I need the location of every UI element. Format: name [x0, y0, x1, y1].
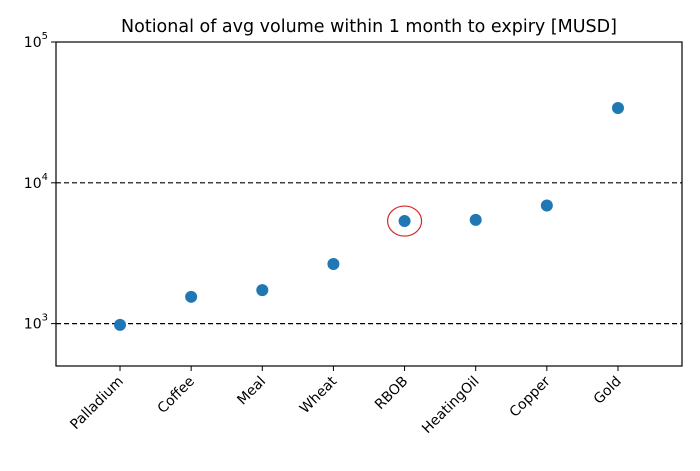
y-tick-label: 103	[24, 313, 48, 333]
x-tick-label: HeatingOil	[419, 374, 482, 437]
data-point	[469, 213, 482, 226]
x-tick-label: Wheat	[297, 373, 341, 417]
x-tick-label: Gold	[591, 374, 625, 408]
data-point	[327, 258, 340, 271]
data-point	[611, 101, 624, 114]
data-point	[114, 318, 127, 331]
data-point	[540, 199, 553, 212]
data-point	[398, 215, 411, 228]
data-point	[185, 290, 198, 303]
y-tick-label: 104	[24, 172, 48, 192]
plot-frame	[55, 41, 683, 367]
x-tick-label: RBOB	[372, 374, 411, 413]
x-tick-label: Coffee	[155, 374, 198, 417]
y-tick-label: 105	[24, 31, 48, 51]
axis-ticks: 103 104 105 Palladium Coffee Meal Wheat RBOB Hea…	[24, 31, 625, 437]
reference-lines	[56, 182, 682, 325]
x-tick-label: Meal	[234, 374, 269, 409]
data-point	[256, 284, 269, 297]
x-tick-label: Copper	[507, 373, 554, 420]
chart-title: Notional of avg volume within 1 month to…	[121, 17, 617, 37]
highlight-circle	[386, 205, 423, 237]
data-points	[114, 101, 624, 331]
x-tick-label: Palladium	[67, 374, 126, 433]
